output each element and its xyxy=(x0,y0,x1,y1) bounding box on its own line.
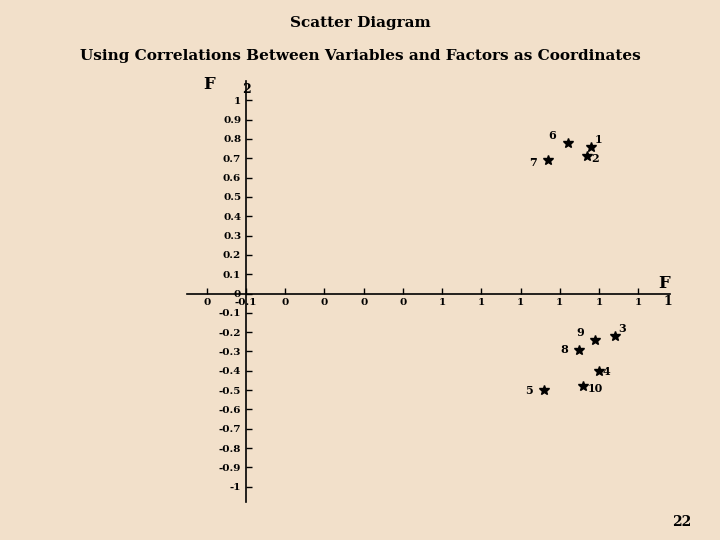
Text: 4: 4 xyxy=(603,366,611,376)
Text: F: F xyxy=(203,76,215,92)
Text: 5: 5 xyxy=(526,384,533,395)
Text: 7: 7 xyxy=(529,157,537,168)
Text: 6: 6 xyxy=(548,130,556,141)
Text: 1: 1 xyxy=(595,134,603,145)
Text: 22: 22 xyxy=(672,515,691,529)
Text: 9: 9 xyxy=(576,327,584,338)
Text: 3: 3 xyxy=(618,323,626,334)
Text: 2: 2 xyxy=(591,153,599,164)
Text: Scatter Diagram: Scatter Diagram xyxy=(289,16,431,30)
Text: 8: 8 xyxy=(561,344,568,355)
Text: 2: 2 xyxy=(242,84,251,97)
Text: 1: 1 xyxy=(664,295,672,308)
Text: Using Correlations Between Variables and Factors as Coordinates: Using Correlations Between Variables and… xyxy=(80,49,640,63)
Text: F: F xyxy=(658,275,670,292)
Text: 10: 10 xyxy=(588,383,603,394)
